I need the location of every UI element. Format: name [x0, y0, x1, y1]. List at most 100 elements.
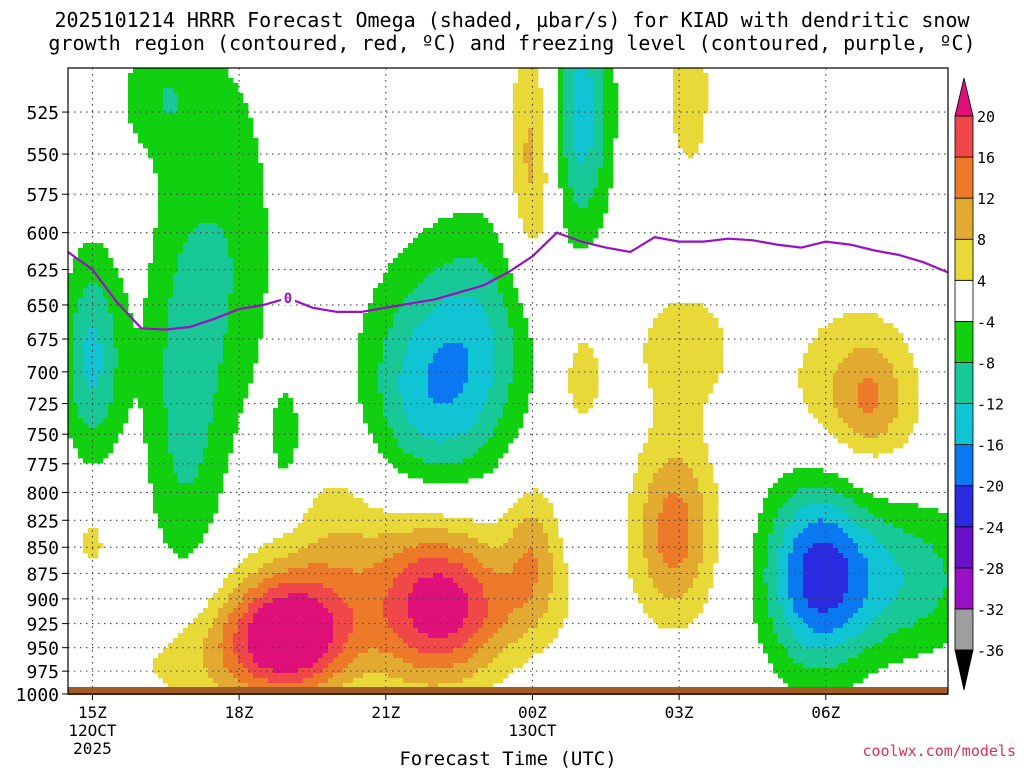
- omega-cell: [243, 283, 249, 289]
- omega-cell: [668, 423, 674, 429]
- omega-cell: [903, 373, 909, 379]
- omega-cell: [168, 263, 174, 269]
- omega-cell: [113, 388, 119, 394]
- omega-cell: [448, 238, 454, 244]
- omega-cell: [183, 298, 189, 304]
- omega-cell: [178, 78, 184, 84]
- omega-cell: [588, 193, 594, 199]
- omega-cell: [653, 403, 659, 409]
- omega-cell: [528, 133, 534, 139]
- omega-cell: [288, 403, 294, 409]
- omega-cell: [503, 333, 509, 339]
- omega-cell: [128, 353, 134, 359]
- omega-cell: [193, 383, 199, 389]
- omega-cell: [443, 258, 449, 264]
- omega-cell: [603, 158, 609, 164]
- omega-cell: [583, 158, 589, 164]
- omega-cell: [198, 218, 204, 224]
- omega-cell: [673, 128, 679, 134]
- omega-cell: [513, 143, 519, 149]
- omega-cell: [813, 378, 819, 384]
- omega-cell: [488, 233, 494, 239]
- omega-cell: [93, 393, 99, 399]
- omega-cell: [573, 183, 579, 189]
- omega-cell: [678, 93, 684, 99]
- omega-cell: [423, 313, 429, 319]
- omega-cell: [428, 313, 434, 319]
- omega-cell: [673, 113, 679, 119]
- omega-cell: [858, 383, 864, 389]
- omega-cell: [113, 328, 119, 334]
- omega-cell: [158, 158, 164, 164]
- omega-cell: [898, 378, 904, 384]
- omega-cell: [148, 378, 154, 384]
- omega-cell: [463, 233, 469, 239]
- omega-cell: [198, 403, 204, 409]
- omega-cell: [153, 363, 159, 369]
- omega-cell: [393, 293, 399, 299]
- omega-cell: [698, 323, 704, 329]
- omega-cell: [593, 103, 599, 109]
- omega-cell: [668, 303, 674, 309]
- omega-cell: [248, 133, 254, 139]
- omega-cell: [673, 338, 679, 344]
- omega-cell: [493, 363, 499, 369]
- omega-cell: [568, 233, 574, 239]
- omega-cell: [198, 418, 204, 424]
- omega-cell: [513, 123, 519, 129]
- omega-cell: [463, 363, 469, 369]
- omega-cell: [853, 343, 859, 349]
- omega-cell: [823, 353, 829, 359]
- omega-cell: [413, 408, 419, 414]
- omega-cell: [248, 208, 254, 214]
- omega-cell: [163, 223, 169, 229]
- omega-cell: [253, 308, 259, 314]
- omega-cell: [213, 253, 219, 259]
- omega-cell: [703, 73, 709, 79]
- omega-cell: [383, 363, 389, 369]
- omega-cell: [448, 263, 454, 269]
- omega-cell: [863, 413, 869, 419]
- omega-cell: [843, 388, 849, 394]
- omega-cell: [693, 108, 699, 114]
- omega-cell: [133, 348, 139, 354]
- omega-cell: [98, 333, 104, 339]
- omega-cell: [473, 268, 479, 274]
- omega-cell: [183, 253, 189, 259]
- omega-cell: [253, 298, 259, 304]
- omega-cell: [218, 338, 224, 344]
- omega-cell: [228, 378, 234, 384]
- omega-cell: [418, 408, 424, 414]
- omega-cell: [503, 273, 509, 279]
- omega-cell: [393, 358, 399, 364]
- omega-cell: [438, 388, 444, 394]
- omega-cell: [263, 243, 269, 249]
- omega-cell: [428, 388, 434, 394]
- omega-cell: [383, 293, 389, 299]
- omega-cell: [238, 408, 244, 414]
- omega-cell: [523, 143, 529, 149]
- omega-cell: [213, 98, 219, 104]
- omega-cell: [98, 358, 104, 364]
- omega-cell: [873, 403, 879, 409]
- omega-cell: [153, 233, 159, 239]
- omega-cell: [163, 193, 169, 199]
- omega-cell: [813, 363, 819, 369]
- omega-cell: [443, 363, 449, 369]
- omega-cell: [853, 433, 859, 439]
- omega-cell: [518, 168, 524, 174]
- omega-cell: [193, 368, 199, 374]
- omega-cell: [213, 83, 219, 89]
- omega-cell: [373, 428, 379, 434]
- omega-cell: [163, 328, 169, 334]
- omega-cell: [653, 328, 659, 334]
- omega-cell: [583, 363, 589, 369]
- omega-cell: [843, 403, 849, 409]
- omega-cell: [513, 298, 519, 304]
- omega-cell: [483, 303, 489, 309]
- omega-cell: [208, 283, 214, 289]
- omega-cell: [258, 293, 264, 299]
- omega-cell: [573, 393, 579, 399]
- omega-cell: [568, 158, 574, 164]
- omega-cell: [203, 128, 209, 134]
